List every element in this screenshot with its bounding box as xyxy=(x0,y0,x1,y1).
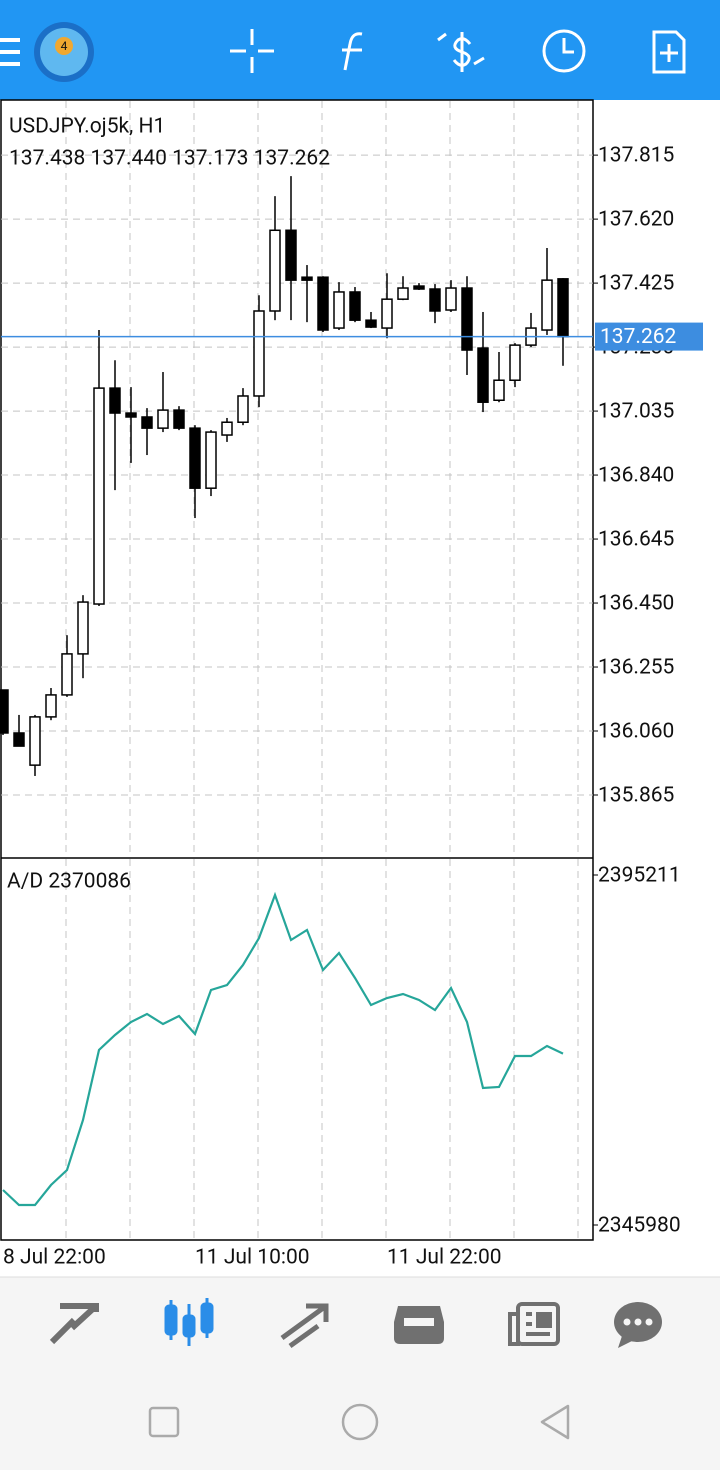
new-order-button[interactable] xyxy=(652,30,686,74)
x-tick-label: 11 Jul 10:00 xyxy=(195,1246,310,1270)
app-logo[interactable]: 4 xyxy=(34,22,94,82)
candle-body xyxy=(0,689,9,734)
y-tick-label: 135.865 xyxy=(598,784,674,808)
candle-body xyxy=(413,285,425,290)
y-tick-label: 136.255 xyxy=(598,656,674,680)
y-tick-label: 137.620 xyxy=(598,208,674,232)
history-button[interactable] xyxy=(542,29,586,73)
svg-text:4: 4 xyxy=(61,39,68,53)
candle-body xyxy=(93,387,105,605)
candle-body xyxy=(77,601,89,655)
y-tick-label: 137.425 xyxy=(598,272,674,296)
candle-body xyxy=(205,431,217,489)
candle-body xyxy=(269,229,281,312)
candle-body xyxy=(173,409,185,429)
y-tick-label: 137.035 xyxy=(598,400,674,424)
x-tick-label: 11 Jul 22:00 xyxy=(387,1246,502,1270)
chart-tab[interactable] xyxy=(164,1298,214,1346)
back-button[interactable] xyxy=(540,1404,570,1440)
menu-button[interactable] xyxy=(0,38,20,66)
current-price-box xyxy=(595,322,703,351)
indicator-line xyxy=(2,891,564,1207)
candle-body xyxy=(157,409,169,429)
y-tick-label: 136.450 xyxy=(598,592,674,616)
candle-body xyxy=(477,347,489,403)
y-tick-label: 136.840 xyxy=(598,464,674,488)
candle-body xyxy=(557,278,569,338)
candle-body xyxy=(349,291,361,321)
candle-body xyxy=(45,694,57,718)
candle-body xyxy=(253,310,265,397)
candle-body xyxy=(333,291,345,329)
indicator-title: A/D 2370086 xyxy=(7,870,131,894)
crosshair-button[interactable] xyxy=(230,29,274,73)
y-tick-label: 2395211 xyxy=(598,864,681,888)
history-tab[interactable] xyxy=(394,1306,444,1344)
y-tick-label: 136.645 xyxy=(598,528,674,552)
candle-body xyxy=(429,288,441,312)
recents-button[interactable] xyxy=(148,1406,180,1438)
candle-body xyxy=(285,229,297,281)
news-tab[interactable] xyxy=(508,1302,560,1346)
candle-body xyxy=(13,732,25,747)
candle-body xyxy=(509,344,521,381)
y-tick-label: 2345980 xyxy=(598,1214,681,1238)
candle-body xyxy=(29,716,41,766)
home-button[interactable] xyxy=(341,1403,379,1441)
candle-body xyxy=(141,416,153,429)
current-price-label: 137.262 xyxy=(600,325,677,349)
chart-title: USDJPY.oj5k, H1 xyxy=(9,115,165,139)
y-tick-label: 137.815 xyxy=(598,144,674,168)
candle-body xyxy=(61,653,73,696)
ohlc-label: 137.438 137.440 137.173 137.262 xyxy=(9,147,330,171)
candle-body xyxy=(381,298,393,329)
candle-body xyxy=(541,279,553,331)
candle-body xyxy=(461,287,473,351)
y-tick-label: 136.060 xyxy=(598,720,674,744)
candle-body xyxy=(493,379,505,401)
candle-body xyxy=(445,287,457,311)
candle-body xyxy=(125,412,137,418)
candle-body xyxy=(189,427,201,489)
x-tick-label: 8 Jul 22:00 xyxy=(3,1246,106,1270)
candle-body xyxy=(317,276,329,331)
candle-body xyxy=(237,395,249,423)
plot xyxy=(0,101,598,1239)
candle-body xyxy=(221,421,233,436)
trade-button[interactable] xyxy=(437,32,485,72)
chart-frame xyxy=(0,99,594,1241)
quotes-tab[interactable] xyxy=(49,1303,99,1345)
candle-body xyxy=(397,287,409,300)
candle-body xyxy=(109,387,121,414)
candle-body xyxy=(301,276,313,281)
candle-body xyxy=(365,319,377,328)
indicators-button[interactable] xyxy=(342,32,363,71)
bottom-area xyxy=(0,1277,720,1470)
chat-tab[interactable] xyxy=(614,1302,662,1348)
trade-tab[interactable] xyxy=(280,1303,329,1349)
